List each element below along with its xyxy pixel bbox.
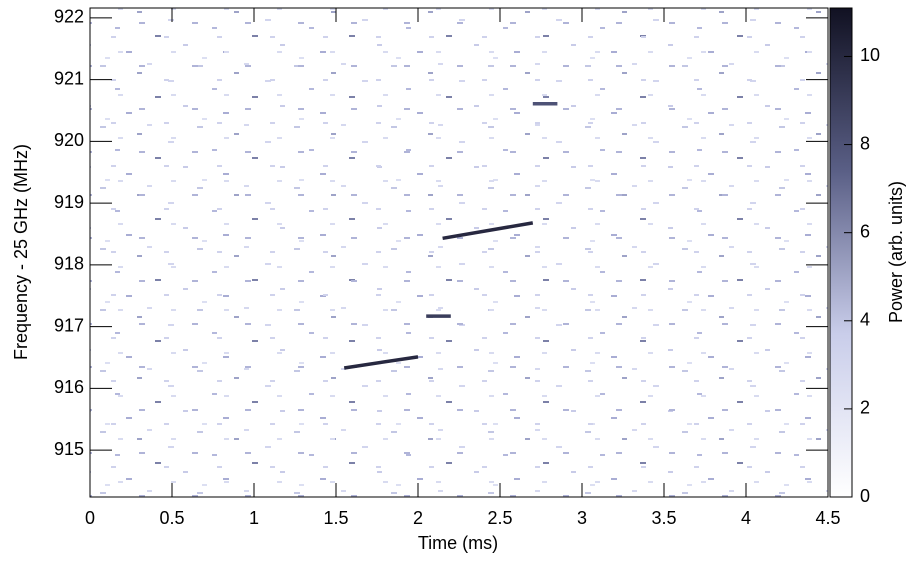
y-axis-label: Frequency - 25 GHz (MHz) <box>11 144 31 360</box>
colorbar-tick-label: 4 <box>860 310 870 330</box>
x-tick-label: 3.5 <box>651 508 676 528</box>
y-tick-label: 919 <box>54 192 84 212</box>
noise-texture <box>90 8 828 497</box>
plot-area <box>89 7 829 498</box>
y-tick-label: 918 <box>54 254 84 274</box>
x-tick-label: 4 <box>741 508 751 528</box>
colorbar <box>829 7 853 498</box>
y-tick-label: 917 <box>54 315 84 335</box>
x-tick-label: 0.5 <box>159 508 184 528</box>
x-tick-label: 1 <box>249 508 259 528</box>
x-tick-label: 2.5 <box>487 508 512 528</box>
x-tick-label: 3 <box>577 508 587 528</box>
y-tick-label: 916 <box>54 377 84 397</box>
x-tick-label: 1.5 <box>323 508 348 528</box>
signal-track <box>343 355 419 370</box>
x-tick-label: 0 <box>85 508 95 528</box>
colorbar-label: Power (arb. units) <box>886 181 906 323</box>
x-tick-label: 4.5 <box>815 508 840 528</box>
y-tick-label: 920 <box>54 130 84 150</box>
colorbar-tick-label: 10 <box>860 45 880 65</box>
x-axis-label: Time (ms) <box>418 533 498 553</box>
x-tick-label: 2 <box>413 508 423 528</box>
colorbar-tick-label: 8 <box>860 133 870 153</box>
plot-frame <box>89 7 829 498</box>
colorbar-tick-label: 0 <box>860 486 870 506</box>
y-tick-label: 915 <box>54 439 84 459</box>
y-tick-label: 921 <box>54 68 84 88</box>
signal-track <box>442 221 534 241</box>
y-tick-label: 922 <box>54 7 84 27</box>
colorbar-tick-label: 2 <box>860 398 870 418</box>
colorbar-tick-label: 6 <box>860 221 870 241</box>
